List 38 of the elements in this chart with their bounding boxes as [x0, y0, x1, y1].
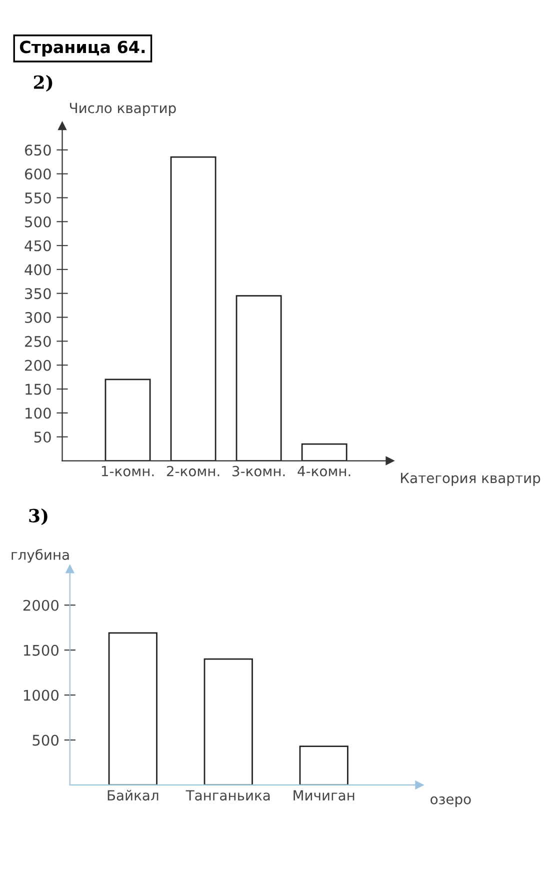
- y-tick-label: 1500: [24, 644, 58, 656]
- y-tick-label: 1000: [24, 690, 58, 701]
- y-tick-label: 350: [25, 288, 51, 300]
- chart-title: 3): [29, 508, 48, 526]
- x-axis-title: Категория квартир: [401, 472, 540, 486]
- y-tick-label: 400: [24, 264, 51, 276]
- text: Страница 64.: [20, 40, 145, 57]
- y-tick-label: 200: [25, 360, 51, 371]
- bar: [204, 658, 253, 785]
- chart-title: 2): [34, 75, 52, 92]
- x-tick-label: Мичиган: [294, 790, 354, 801]
- y-axis-title: глубина: [12, 548, 69, 563]
- bar: [104, 378, 151, 461]
- bar: [301, 443, 348, 461]
- y-tick-label: 100: [26, 408, 51, 419]
- x-tick-label: 3-комн.: [232, 466, 285, 476]
- bar: [170, 156, 216, 461]
- y-tick-label: 300: [25, 312, 51, 324]
- y-tick-label: 650: [25, 144, 51, 156]
- bar: [236, 295, 282, 461]
- x-tick-label: 4-комн.: [298, 466, 350, 476]
- y-tick-label: 550: [25, 192, 51, 204]
- x-axis-title: озеро: [430, 796, 471, 808]
- y-tick-label: 500: [32, 734, 58, 746]
- y-tick-label: 250: [25, 336, 51, 347]
- bar: [299, 746, 348, 785]
- y-tick-label: 150: [26, 384, 51, 395]
- x-tick-label: 1-комн.: [102, 466, 154, 476]
- y-tick-label: 2000: [23, 600, 58, 611]
- x-tick-label: Танганьика: [186, 790, 270, 801]
- y-tick-label: 50: [34, 432, 51, 443]
- x-tick-label: Байкал: [108, 790, 158, 801]
- y-axis-title: Число квартир: [70, 102, 176, 116]
- x-tick-label: 2-комн.: [166, 466, 220, 476]
- y-tick-label: 450: [24, 240, 51, 252]
- y-tick-label: 600: [25, 168, 51, 180]
- bar: [108, 632, 158, 785]
- y-tick-label: 500: [25, 216, 51, 228]
